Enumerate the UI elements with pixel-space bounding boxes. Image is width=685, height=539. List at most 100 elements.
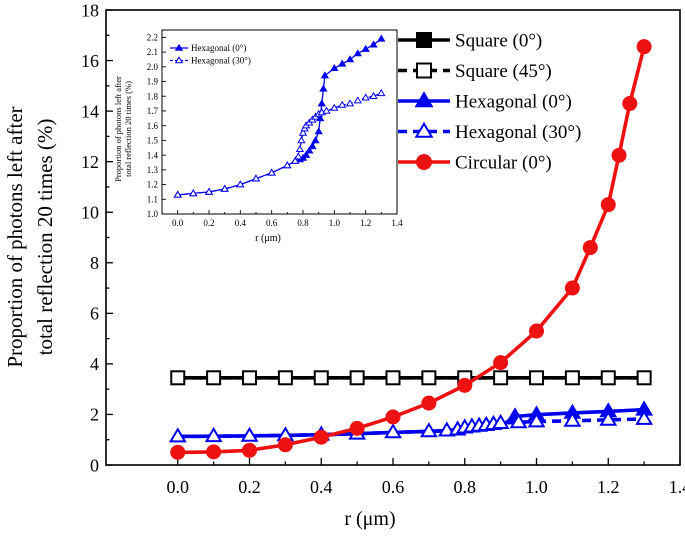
main-data-point-circle [206, 444, 222, 460]
main-data-point-circle [349, 420, 365, 436]
inset-data-point-triangle [361, 93, 370, 101]
inset-data-point-triangle [369, 40, 378, 48]
inset-data-point-triangle [314, 127, 323, 135]
inset-data-point-triangle [320, 71, 330, 79]
main-x-tick-label: 0.4 [310, 477, 333, 497]
main-data-point-circle [457, 377, 473, 393]
inset-data-point-triangle [236, 180, 245, 188]
inset-y-tick-label: 1.3 [147, 165, 159, 175]
main-data-point-circle [636, 39, 652, 55]
inset-data-point-triangle [189, 189, 198, 197]
inset-y-tick-label: 1.7 [147, 106, 159, 116]
main-x-tick-label: 0.2 [238, 477, 261, 497]
main-data-point-circle [600, 197, 616, 213]
main-plot: r (μm) Proportion of photons left after … [3, 0, 685, 530]
inset-legend-marker [174, 56, 184, 64]
inset-y-tick-label: 2.0 [147, 62, 159, 72]
main-data-point-circle [529, 323, 544, 339]
main-data-point-triangle [384, 423, 402, 439]
inset-x-tick-label: 0.8 [297, 218, 309, 228]
inset-series-line-hexagonal-30 [177, 92, 382, 196]
main-x-tick-label: 1.2 [597, 477, 620, 497]
inset-legend-label: Hexagonal (30°) [191, 56, 251, 66]
inset-data-point-triangle [345, 99, 355, 107]
main-data-point-triangle [509, 413, 528, 429]
main-data-point-square [242, 370, 257, 386]
main-data-point-circle [313, 429, 329, 445]
main-y-tick-label: 0 [90, 455, 99, 475]
inset-x-axis-label: r (μm) [255, 233, 281, 244]
main-data-point-square [564, 370, 580, 386]
inset-y-axis-label-line-2: total reflection 20 times (%) [123, 81, 133, 177]
inset-x-tick-label: 0.0 [172, 218, 184, 228]
main-data-point-triangle [168, 427, 187, 443]
inset-plot-frame [161, 29, 398, 215]
main-legend-label: Square (45°) [455, 61, 552, 82]
inset-y-tick-label: 2.1 [147, 47, 158, 57]
main-legend-label: Circular (0°) [455, 153, 552, 174]
main-data-point-square [493, 370, 509, 386]
main-legend-marker [416, 32, 432, 48]
main-data-point-triangle [635, 409, 654, 425]
inset-data-point-triangle [353, 49, 362, 57]
main-data-point-circle [421, 395, 437, 411]
main-data-point-square [600, 370, 616, 386]
inset-y-tick-label: 1.2 [147, 180, 158, 190]
inset-data-point-triangle [298, 128, 308, 136]
main-data-point-triangle [204, 426, 223, 443]
inset-data-point-triangle [305, 146, 314, 154]
main-data-point-triangle [419, 422, 438, 438]
main-y-tick-label: 16 [81, 51, 99, 71]
inset-data-point-triangle [251, 174, 261, 182]
main-legend-marker [414, 91, 434, 108]
inset-x-tick-label: 0.4 [235, 218, 247, 228]
inset-x-tick-label: 0.6 [266, 218, 278, 228]
main-data-point-triangle [563, 411, 582, 427]
main-y-tick-label: 2 [90, 405, 99, 425]
main-x-tick-label: 0.0 [167, 477, 190, 497]
main-data-point-triangle [437, 421, 456, 437]
inset-data-point-triangle [297, 136, 306, 144]
main-legend-marker [416, 154, 432, 170]
main-data-point-circle [611, 147, 627, 163]
inset-y-axis-label-line-1: Proportion of photons left after [113, 76, 123, 182]
main-y-tick-label: 12 [81, 152, 99, 172]
main-y-tick-label: 8 [90, 253, 99, 273]
inset-data-point-triangle [291, 156, 300, 164]
main-y-tick-label: 14 [81, 101, 99, 121]
main-data-point-square [170, 370, 186, 386]
inset-y-tick-label: 1.9 [147, 77, 159, 87]
main-data-point-square [529, 370, 544, 386]
inset-data-point-triangle [345, 55, 355, 63]
main-y-tick-label: 10 [81, 203, 99, 223]
inset-x-tick-label: 1.2 [360, 218, 371, 228]
main-data-point-square [349, 370, 365, 386]
inset-data-point-triangle [173, 190, 182, 198]
main-data-point-square [313, 370, 329, 386]
inset-y-tick-label: 2.2 [147, 33, 158, 43]
main-legend-marker [414, 121, 434, 138]
main-data-point-circle [385, 409, 401, 425]
inset-data-point-triangle [317, 99, 326, 107]
inset-data-point-triangle [311, 136, 320, 144]
main-data-point-square [277, 370, 293, 386]
main-legend-label: Hexagonal (30°) [455, 122, 581, 143]
main-data-point-square [385, 370, 401, 386]
main-data-point-circle [242, 442, 257, 458]
main-x-axis-label: r (μm) [344, 508, 395, 530]
inset-background [176, 45, 382, 214]
inset-data-point-triangle [204, 187, 214, 195]
inset-data-point-triangle [301, 150, 311, 158]
inset-x-tick-label: 1.0 [329, 218, 341, 228]
inset-data-point-triangle [294, 152, 303, 160]
inset-data-point-triangle [361, 44, 370, 52]
main-y-axis-label-line-2: total reflection 20 times (%) [33, 119, 57, 356]
main-x-tick-label: 1.0 [525, 477, 548, 497]
inset-y-tick-label: 1.6 [147, 121, 159, 131]
inset-data-point-triangle [220, 184, 229, 192]
inset-data-point-triangle [338, 100, 347, 108]
inset-y-tick-label: 1.0 [147, 209, 159, 219]
main-data-point-circle [622, 96, 638, 112]
main-data-point-triangle [527, 412, 546, 428]
